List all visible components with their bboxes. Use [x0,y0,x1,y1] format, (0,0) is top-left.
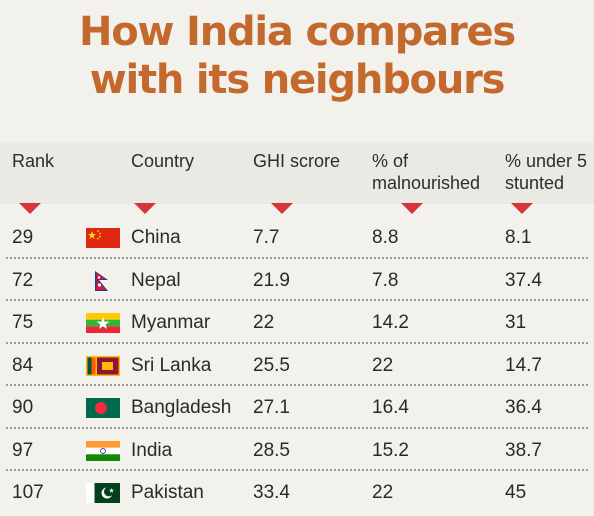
table-row: 97 India 28.5 15.2 38.7 [0,429,594,471]
rank-cell: 84 [12,354,34,376]
rank-cell: 97 [12,439,34,461]
header-malnourished: % of malnourished [372,151,481,193]
country-cell: Nepal [131,269,181,291]
ghi-score-cell: 28.5 [253,439,290,461]
country-cell: Bangladesh [131,397,232,418]
china-flag-icon [86,228,120,248]
malnourished-cell: 14.2 [372,312,409,333]
page-title: How India compares with its neighbours [0,8,594,104]
pakistan-flag-icon [86,483,120,503]
title-line-2: with its neighbours [89,57,506,103]
stunted-cell: 8.1 [505,227,532,248]
rank-cell: 72 [12,269,34,291]
table-row: 84 Sri Lanka 25.5 22 14.7 [0,344,594,386]
stunted-cell: 38.7 [505,439,542,461]
country-cell: Sri Lanka [131,354,212,376]
ghi-score-cell: 7.7 [253,227,280,248]
table-row: 72 Nepal 21.9 7.8 37.4 [0,259,594,301]
ghi-score-cell: 21.9 [253,269,290,291]
row-divider [6,384,588,386]
stunted-cell: 36.4 [505,397,542,418]
sri-lanka-flag-icon [86,355,120,376]
malnourished-cell: 16.4 [372,397,409,418]
country-cell: India [131,439,173,461]
malnourished-cell: 22 [372,482,394,503]
ghi-score-cell: 22 [253,312,275,333]
row-divider [6,256,588,259]
table-header [0,142,594,204]
rank-cell: 90 [12,397,34,418]
ghi-score-cell: 25.5 [253,354,290,376]
stunted-cell: 45 [505,482,527,503]
country-cell: Myanmar [131,312,211,333]
header-stunted: % under 5 stunted [505,151,588,193]
rank-cell: 107 [12,482,44,503]
header-country: Country [131,151,195,171]
stunted-cell: 31 [505,312,527,333]
ghi-score-cell: 27.1 [253,397,290,418]
rank-cell: 29 [12,227,34,248]
row-divider [6,426,588,429]
bangladesh-flag-icon [86,398,120,418]
title-line-1: How India compares [78,9,516,55]
india-flag-icon [86,440,120,461]
stunted-cell: 37.4 [505,269,542,291]
sort-arrow-icon [511,203,533,214]
ghi-score-cell: 33.4 [253,482,290,503]
row-divider [6,299,588,301]
country-cell: Pakistan [131,482,204,503]
table-row: 107 Pakistan 33.4 22 45 [0,471,594,513]
header-ghi-score: GHI scrore [253,151,341,171]
sort-arrow-icon [134,203,156,214]
row-divider [6,341,588,344]
table-row: 90 Bangladesh 27.1 16.4 36.4 [0,386,594,428]
table-row: 29 China 7.7 8.8 8.1 [0,216,594,258]
malnourished-cell: 8.8 [372,227,399,248]
malnourished-cell: 15.2 [372,439,409,461]
sort-arrow-icon [401,203,423,214]
stunted-cell: 14.7 [505,354,542,376]
nepal-flag-icon [86,270,120,291]
sort-arrow-icon [19,203,41,214]
malnourished-cell: 7.8 [372,269,399,291]
malnourished-cell: 22 [372,354,394,376]
rank-cell: 75 [12,312,34,333]
country-cell: China [131,227,181,248]
myanmar-flag-icon [86,313,120,333]
table-row: 75 Myanmar 22 14.2 31 [0,301,594,343]
sort-arrow-icon [271,203,293,214]
header-rank: Rank [12,151,55,171]
row-divider [6,469,588,471]
